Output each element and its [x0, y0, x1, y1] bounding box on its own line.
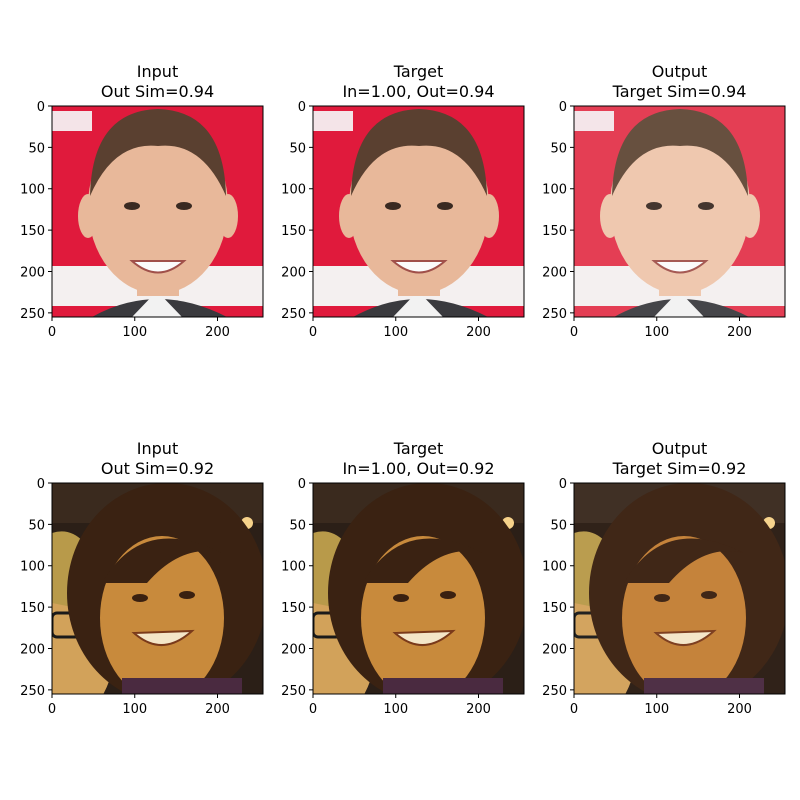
panel-subtitle: Out Sim=0.92: [101, 459, 214, 478]
y-tick-label: 150: [281, 224, 306, 239]
panel-title: Target: [393, 62, 444, 81]
y-tick-label: 50: [550, 141, 567, 156]
y-tick-label: 150: [20, 224, 45, 239]
panel-subtitle: Out Sim=0.94: [101, 82, 214, 101]
y-tick-label: 200: [20, 265, 45, 280]
y-tick-label: 0: [559, 477, 567, 492]
x-tick-label: 100: [644, 702, 669, 717]
y-tick-label: 250: [542, 684, 567, 699]
y-tick-label: 50: [289, 518, 306, 533]
axes-frame: [573, 482, 786, 695]
y-tick-label: 200: [281, 642, 306, 657]
panel-title: Output: [652, 62, 708, 81]
y-tick-label: 250: [20, 307, 45, 322]
x-tick-label: 100: [383, 325, 408, 340]
y-tick-label: 0: [37, 100, 45, 115]
y-tick-label: 150: [542, 601, 567, 616]
panel-title: Target: [393, 439, 444, 458]
panel-subtitle: In=1.00, Out=0.92: [342, 459, 494, 478]
y-tick-label: 150: [20, 601, 45, 616]
y-tick-label: 0: [298, 100, 306, 115]
y-tick-label: 50: [289, 141, 306, 156]
y-tick-label: 150: [281, 601, 306, 616]
x-tick-label: 200: [727, 325, 752, 340]
panel-title: Output: [652, 439, 708, 458]
panel-subtitle: In=1.00, Out=0.94: [342, 82, 494, 101]
panel-title: Input: [137, 62, 178, 81]
x-tick-label: 100: [383, 702, 408, 717]
x-tick-label: 0: [570, 702, 578, 717]
y-tick-label: 200: [20, 642, 45, 657]
y-tick-label: 100: [20, 560, 45, 575]
y-tick-label: 0: [559, 100, 567, 115]
y-tick-label: 100: [281, 183, 306, 198]
y-tick-label: 200: [281, 265, 306, 280]
x-tick-label: 0: [309, 325, 317, 340]
y-tick-label: 0: [37, 477, 45, 492]
photo-image: [52, 106, 263, 317]
panel-subtitle: Target Sim=0.92: [612, 459, 747, 478]
y-tick-label: 200: [542, 265, 567, 280]
y-tick-label: 200: [542, 642, 567, 657]
y-tick-label: 250: [281, 684, 306, 699]
x-tick-label: 200: [205, 325, 230, 340]
x-tick-label: 200: [727, 702, 752, 717]
y-tick-label: 50: [28, 141, 45, 156]
x-tick-label: 0: [48, 325, 56, 340]
x-tick-label: 100: [644, 325, 669, 340]
x-tick-label: 0: [48, 702, 56, 717]
y-tick-label: 250: [542, 307, 567, 322]
y-tick-label: 100: [20, 183, 45, 198]
axes-frame: [312, 482, 525, 695]
y-tick-label: 50: [550, 518, 567, 533]
axes-frame: [51, 482, 264, 695]
panel-title: Input: [137, 439, 178, 458]
photo-image: [52, 483, 263, 694]
y-tick-label: 100: [542, 183, 567, 198]
y-tick-label: 250: [281, 307, 306, 322]
y-tick-label: 50: [28, 518, 45, 533]
x-tick-label: 100: [122, 702, 147, 717]
axes-frame: [51, 105, 264, 318]
y-tick-label: 100: [542, 560, 567, 575]
panel-subtitle: Target Sim=0.94: [612, 82, 747, 101]
axes-frame: [312, 105, 525, 318]
photo-image: [313, 483, 524, 694]
axes-frame: [573, 105, 786, 318]
x-tick-label: 0: [570, 325, 578, 340]
y-tick-label: 150: [542, 224, 567, 239]
x-tick-label: 200: [466, 325, 491, 340]
photo-image: [313, 106, 524, 317]
x-tick-label: 100: [122, 325, 147, 340]
y-tick-label: 0: [298, 477, 306, 492]
photo-image: [574, 483, 785, 694]
photo-image: [574, 106, 785, 317]
x-tick-label: 0: [309, 702, 317, 717]
x-tick-label: 200: [466, 702, 491, 717]
y-tick-label: 100: [281, 560, 306, 575]
x-tick-label: 200: [205, 702, 230, 717]
y-tick-label: 250: [20, 684, 45, 699]
